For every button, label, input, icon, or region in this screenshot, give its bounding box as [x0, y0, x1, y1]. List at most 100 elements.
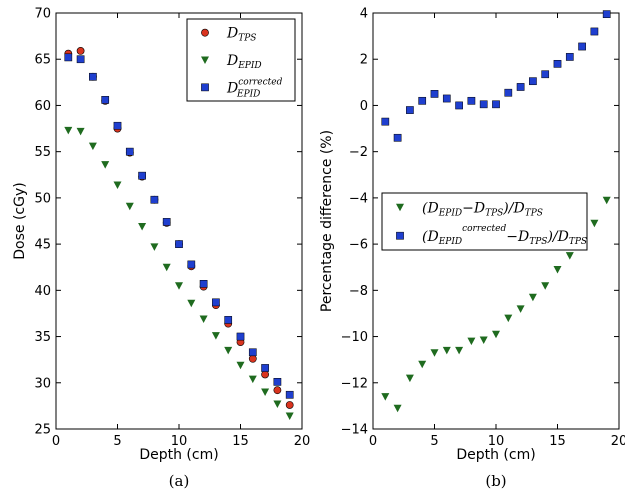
chart-panel-b: 0 5 10 15 20 −14 −12 −10 −8 −6 −4 −2 0 2 4 Depth (cm) Pe…	[319, 7, 625, 491]
data-point	[212, 298, 220, 307]
data-point	[528, 293, 537, 302]
data-point	[273, 378, 282, 386]
data-point	[455, 346, 464, 355]
legend-label: DTPS	[226, 26, 256, 44]
data-point	[187, 260, 196, 269]
data-point	[101, 96, 110, 104]
data-point	[89, 72, 97, 81]
y-axis-label: Percentage difference (%)	[319, 130, 335, 312]
data-point	[138, 171, 146, 180]
data-point	[553, 266, 562, 274]
x-tick-label: 20	[611, 434, 625, 449]
data-point	[590, 27, 599, 36]
x-tick-label: 0	[52, 434, 60, 449]
legend-marker	[396, 203, 404, 212]
x-tick-label: 20	[294, 434, 311, 449]
legend-label: (DEPID​−DTPS​)/DTPS​	[422, 200, 543, 218]
y-tick-label: 55	[34, 145, 51, 160]
legend-label: DEPID	[226, 53, 262, 71]
data-point	[602, 10, 611, 19]
series-2	[64, 126, 294, 421]
data-point	[430, 349, 439, 357]
data-point	[138, 223, 147, 231]
legend-label-part: EPID	[438, 237, 462, 247]
data-point	[248, 375, 257, 384]
x-tick-label: 0	[369, 434, 377, 449]
y-tick-label: 50	[34, 191, 51, 206]
data-point	[516, 305, 525, 313]
data-point	[479, 336, 488, 345]
legend-label-part: −D	[462, 200, 485, 216]
data-point	[211, 332, 220, 340]
legend: (DEPID​−DTPS​)/DTPS​ (DEPID​corrected​−DT…	[381, 192, 588, 251]
legend-marker	[396, 231, 404, 240]
x-tick-label: 15	[232, 434, 249, 449]
legend-label: (DEPID​corrected​−DTPS​)/DTPS​	[422, 224, 587, 247]
data-point	[64, 53, 73, 62]
legend-label: Dcorrected EPID	[226, 77, 283, 99]
data-point	[261, 388, 270, 397]
series-2	[381, 10, 611, 142]
data-point	[393, 133, 402, 142]
data-point	[285, 401, 294, 409]
x-axis-label: Depth (cm)	[456, 447, 535, 463]
data-point	[479, 100, 488, 109]
data-point	[125, 202, 134, 211]
legend-label-part: −D	[506, 229, 529, 245]
y-axis-label: Dose (cGy)	[12, 182, 28, 259]
data-point	[565, 53, 574, 61]
legend-label-part: TPS	[485, 208, 503, 218]
data-point	[236, 332, 245, 341]
data-point	[430, 90, 439, 98]
data-point	[199, 280, 208, 288]
data-point	[541, 282, 550, 290]
y-tick-label: −12	[341, 376, 368, 391]
data-point	[529, 77, 537, 86]
y-tick-label: −6	[349, 238, 368, 253]
y-tick-label: 4	[360, 7, 368, 22]
y-tick-label: −8	[349, 284, 368, 299]
data-point	[76, 55, 85, 64]
data-point	[381, 393, 390, 401]
legend-label-part: TPS	[569, 237, 587, 247]
data-point	[224, 346, 233, 355]
legend-label-part: (D	[422, 229, 439, 245]
data-point	[236, 361, 245, 370]
data-point	[467, 96, 476, 105]
data-point	[248, 348, 257, 357]
data-point	[381, 117, 390, 126]
data-point	[162, 263, 171, 272]
data-point	[285, 390, 294, 399]
data-point	[150, 243, 159, 251]
data-point	[125, 147, 134, 156]
data-point	[175, 240, 183, 248]
y-tick-label: 30	[34, 376, 51, 391]
x-axis-label: Depth (cm)	[139, 447, 218, 463]
data-point	[467, 337, 476, 346]
data-point	[88, 142, 97, 151]
legend-label-part: TPS	[529, 237, 547, 247]
chart-panel-a: 0 5 10 15 20 25 30 35 40 45 50 55 60 65 70 Depth (cm) Do…	[12, 7, 310, 491]
data-point	[418, 96, 427, 105]
data-point	[150, 195, 159, 204]
data-point	[541, 70, 550, 79]
data-point	[76, 127, 85, 136]
data-point	[602, 196, 611, 205]
data-point	[504, 314, 513, 323]
y-tick-label: −2	[349, 145, 368, 160]
legend-marker	[201, 56, 209, 64]
series-1	[381, 196, 611, 413]
data-point	[418, 360, 427, 369]
legend: DTPS DEPID Dcorrected EPID	[186, 18, 296, 102]
legend-label-part: TPS	[525, 208, 543, 218]
series-3	[64, 53, 294, 399]
legend-label-part: corrected	[462, 224, 506, 234]
data-point	[578, 42, 586, 51]
data-point	[393, 404, 402, 413]
data-point	[590, 219, 599, 228]
y-tick-label: 65	[34, 53, 51, 68]
data-point	[492, 100, 500, 109]
data-point	[455, 101, 463, 110]
data-point	[405, 374, 414, 383]
data-point	[101, 161, 110, 169]
